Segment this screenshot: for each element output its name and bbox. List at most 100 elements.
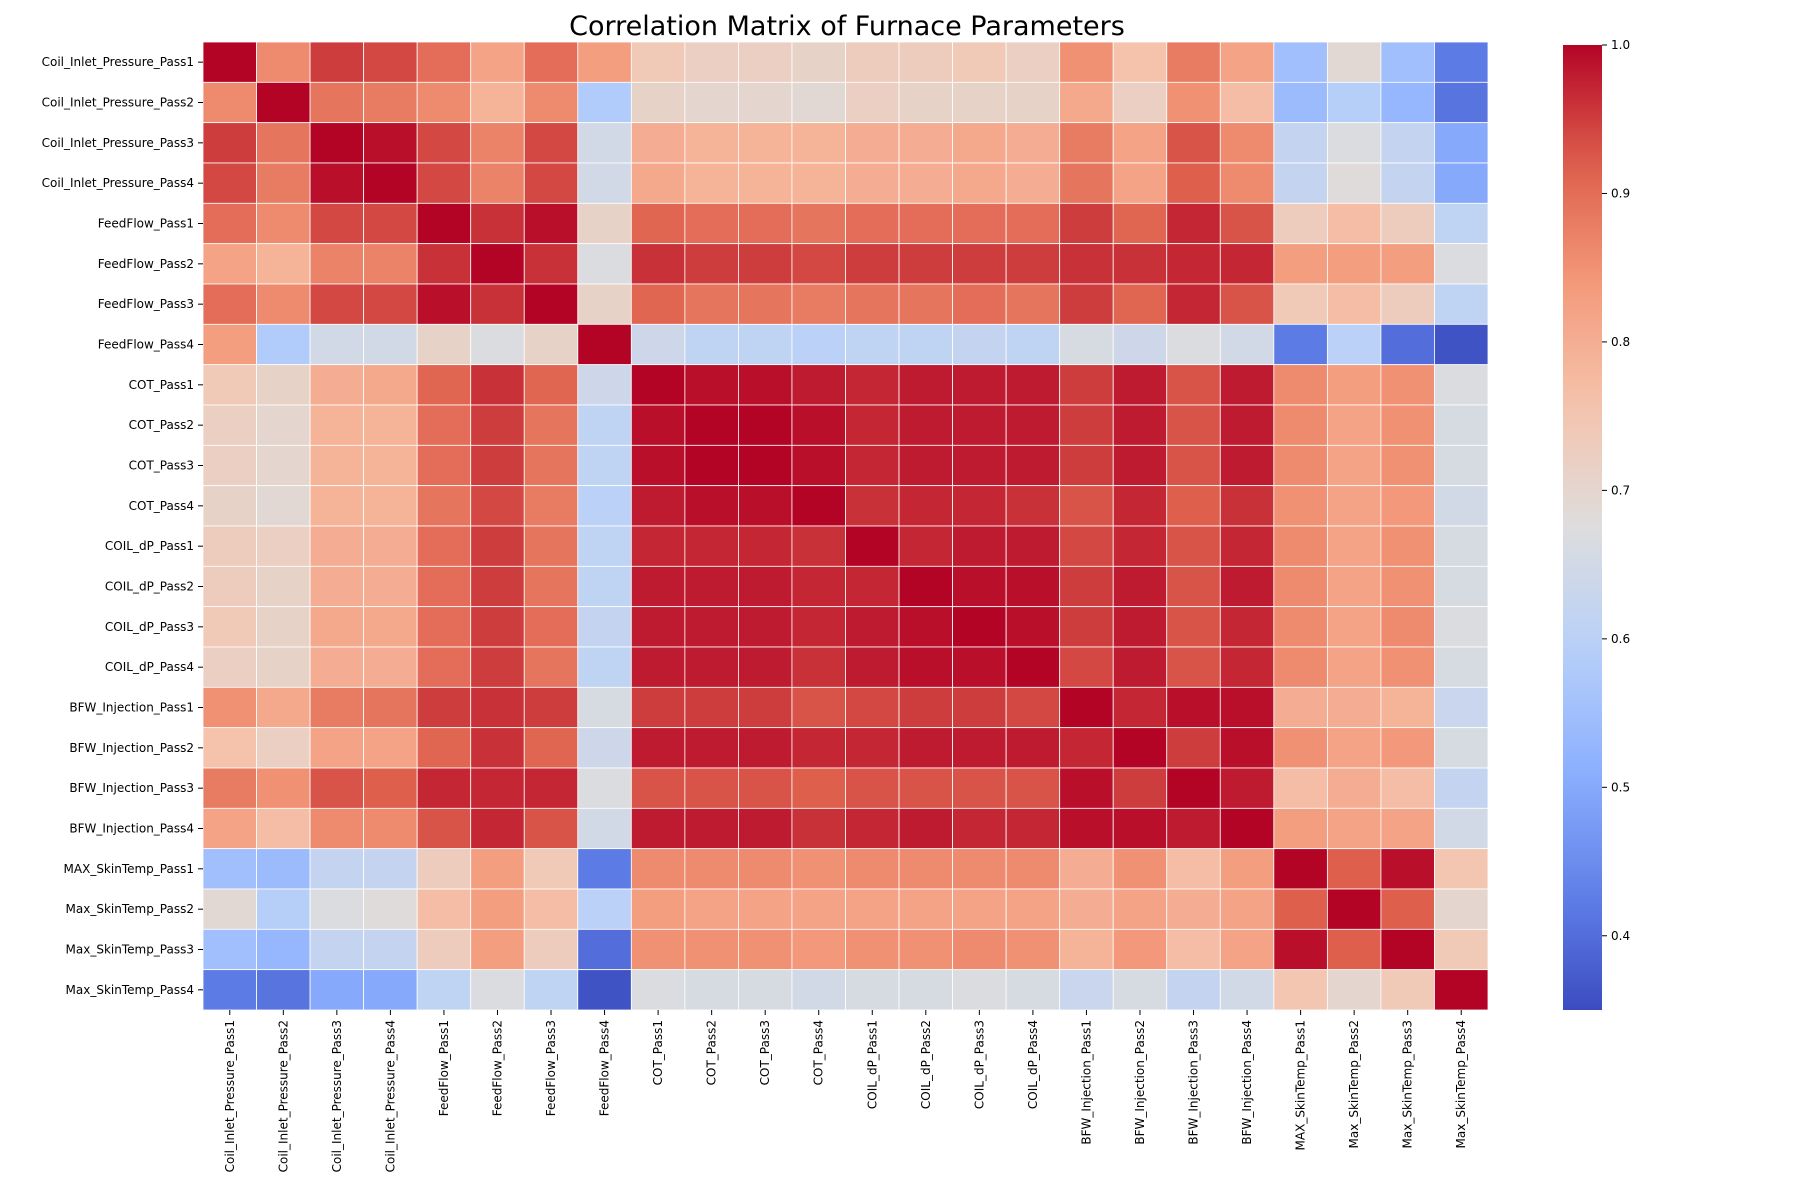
- heatmap-cell-19-15: [1005, 807, 1061, 850]
- heatmap-cell-11-20: [1273, 485, 1328, 527]
- heatmap-cell-9-23: [1434, 404, 1489, 446]
- heatmap-cell-10-7: [577, 444, 632, 487]
- heatmap-cell-4-11: [791, 202, 846, 245]
- y-tick-label-2: Coil_Inlet_Pressure_Pass3: [42, 136, 194, 150]
- heatmap-cell-22-21: [1326, 928, 1382, 971]
- heatmap-cell-14-21: [1326, 606, 1382, 648]
- y-tick-label-12: COIL_dP_Pass1: [105, 539, 194, 553]
- heatmap-cell-9-8: [630, 404, 686, 446]
- heatmap-cell-12-14: [952, 525, 1007, 567]
- heatmap-cell-4-18: [1166, 202, 1221, 245]
- heatmap-cell-7-2: [309, 323, 365, 366]
- heatmap-cell-20-11: [791, 848, 846, 890]
- heatmap-cell-16-18: [1166, 686, 1221, 729]
- heatmap-cell-7-12: [845, 323, 900, 366]
- colorbar-tick-label-2: 0.6: [1611, 632, 1630, 646]
- heatmap-cell-18-9: [684, 767, 739, 809]
- heatmap-cell-5-17: [1112, 243, 1168, 285]
- heatmap-cell-5-11: [791, 243, 846, 285]
- heatmap-cell-21-11: [791, 888, 846, 930]
- heatmap-cell-8-19: [1219, 364, 1275, 406]
- heatmap-cell-20-19: [1219, 848, 1275, 890]
- heatmap-cell-0-11: [791, 41, 846, 83]
- heatmap-cell-17-1: [256, 727, 311, 769]
- heatmap-cell-1-4: [416, 81, 472, 124]
- heatmap-cell-17-15: [1005, 727, 1061, 769]
- heatmap-cell-23-6: [523, 969, 579, 1011]
- heatmap-cell-5-8: [630, 243, 686, 285]
- heatmap-cell-20-12: [845, 848, 900, 890]
- heatmap-cell-7-18: [1166, 323, 1221, 366]
- heatmap-cell-13-0: [202, 565, 257, 608]
- heatmap-cell-8-14: [952, 364, 1007, 406]
- heatmap-cell-5-23: [1434, 243, 1489, 285]
- heatmap-cell-15-6: [523, 646, 579, 688]
- heatmap-cell-12-10: [738, 525, 793, 567]
- heatmap-cell-19-20: [1273, 807, 1328, 850]
- y-tick-label-23: Max_SkinTemp_Pass4: [66, 983, 194, 997]
- heatmap-cell-8-23: [1434, 364, 1489, 406]
- heatmap-cell-19-17: [1112, 807, 1168, 850]
- heatmap-cell-9-2: [309, 404, 365, 446]
- x-tick-label-17: BFW_Injection_Pass2: [1133, 1020, 1147, 1145]
- heatmap-cell-4-17: [1112, 202, 1168, 245]
- heatmap-cell-19-19: [1219, 807, 1275, 850]
- heatmap-cell-21-3: [363, 888, 418, 930]
- heatmap-cell-10-9: [684, 444, 739, 487]
- x-tick-label-11: COT_Pass4: [812, 1020, 826, 1085]
- heatmap-cell-19-6: [523, 807, 579, 850]
- heatmap-cell-0-8: [630, 41, 686, 83]
- heatmap-cell-22-5: [470, 928, 525, 971]
- heatmap-cell-16-12: [845, 686, 900, 729]
- y-tick-label-20: MAX_SkinTemp_Pass1: [64, 862, 194, 876]
- heatmap-cell-14-16: [1059, 606, 1114, 648]
- heatmap-cell-6-20: [1273, 283, 1328, 325]
- heatmap-cell-20-5: [470, 848, 525, 890]
- heatmap-cell-3-2: [309, 162, 365, 204]
- y-tick-label-7: FeedFlow_Pass4: [98, 338, 194, 352]
- y-tick-label-8: COT_Pass1: [129, 378, 194, 392]
- heatmap-cell-10-13: [898, 444, 953, 487]
- heatmap-cell-23-22: [1380, 969, 1435, 1011]
- heatmap-cell-14-0: [202, 606, 257, 648]
- heatmap-cell-9-10: [738, 404, 793, 446]
- heatmap-cell-1-19: [1219, 81, 1275, 124]
- heatmap-cell-18-5: [470, 767, 525, 809]
- heatmap-cell-17-8: [630, 727, 686, 769]
- heatmap-cell-23-2: [309, 969, 365, 1011]
- heatmap-cell-16-10: [738, 686, 793, 729]
- heatmap-cell-11-21: [1326, 485, 1382, 527]
- heatmap-cell-6-21: [1326, 283, 1382, 325]
- x-tick-label-22: Max_SkinTemp_Pass3: [1401, 1020, 1415, 1148]
- heatmap-cell-11-14: [952, 485, 1007, 527]
- heatmap-cell-21-7: [577, 888, 632, 930]
- heatmap-cell-14-15: [1005, 606, 1061, 648]
- heatmap-cell-21-6: [523, 888, 579, 930]
- heatmap-cell-5-22: [1380, 243, 1435, 285]
- heatmap-cell-22-9: [684, 928, 739, 971]
- heatmap-cell-3-20: [1273, 162, 1328, 204]
- x-tick-labels: Coil_Inlet_Pressure_Pass1 Coil_Inlet_Pres…: [223, 1010, 1468, 1172]
- heatmap-cell-7-16: [1059, 323, 1114, 366]
- heatmap-cell-4-16: [1059, 202, 1114, 245]
- heatmap-cell-3-17: [1112, 162, 1168, 204]
- heatmap-cell-2-17: [1112, 122, 1168, 164]
- heatmap-cell-18-22: [1380, 767, 1435, 809]
- y-tick-label-17: BFW_Injection_Pass2: [69, 741, 194, 755]
- heatmap-cell-1-0: [202, 81, 257, 124]
- heatmap-cell-16-17: [1112, 686, 1168, 729]
- heatmap-cell-20-3: [363, 848, 418, 890]
- heatmap-cell-10-0: [202, 444, 257, 487]
- heatmap-cell-17-13: [898, 727, 953, 769]
- heatmap-cell-11-15: [1005, 485, 1061, 527]
- heatmap-cell-20-17: [1112, 848, 1168, 890]
- heatmap-cell-20-2: [309, 848, 365, 890]
- heatmap-cell-23-8: [630, 969, 686, 1011]
- heatmap-cell-7-22: [1380, 323, 1435, 366]
- heatmap-cell-6-3: [363, 283, 418, 325]
- heatmap-cell-3-22: [1380, 162, 1435, 204]
- heatmap-cell-15-12: [845, 646, 900, 688]
- heatmap-cell-2-22: [1380, 122, 1435, 164]
- heatmap-cell-3-10: [738, 162, 793, 204]
- heatmap-cell-22-15: [1005, 928, 1061, 971]
